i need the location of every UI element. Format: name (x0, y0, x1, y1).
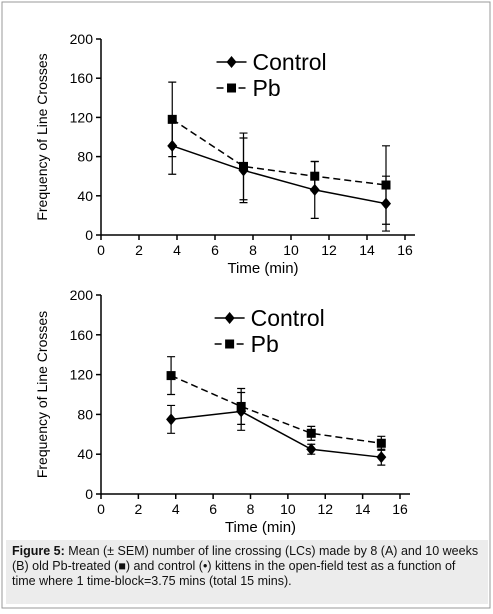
x-tick-label: 8 (247, 501, 255, 517)
x-tick-label: 2 (134, 501, 142, 517)
x-tick-label: 12 (317, 501, 333, 517)
x-tick-label: 16 (392, 501, 408, 517)
y-tick-label: 0 (85, 486, 93, 502)
marker (306, 428, 316, 438)
marker (239, 161, 248, 171)
marker (310, 171, 320, 181)
y-tick-label: 80 (77, 149, 93, 165)
marker (381, 180, 391, 190)
x-tick-label: 6 (209, 501, 217, 517)
y-tick-label: 200 (70, 287, 94, 303)
legend-marker (225, 339, 235, 349)
y-tick-label: 40 (77, 446, 93, 462)
y-tick-label: 160 (70, 70, 94, 86)
x-tick-label: 4 (173, 242, 181, 258)
marker (236, 401, 246, 411)
series-line (170, 410, 382, 458)
x-tick-label: 4 (172, 501, 180, 517)
x-tick-label: 16 (397, 242, 413, 258)
y-tick-label: 80 (77, 406, 93, 422)
y-axis-label: Frequency of Line Crosses (34, 311, 50, 478)
x-axis-label: Time (min) (227, 260, 298, 277)
series-line (172, 145, 387, 205)
marker (167, 114, 177, 124)
legend-label: Pb (253, 75, 281, 101)
y-tick-label: 120 (70, 367, 94, 383)
marker (376, 451, 387, 464)
x-tick-label: 0 (97, 242, 105, 258)
y-tick-label: 0 (85, 227, 93, 243)
caption-text: Mean (± SEM) number of line crossing (LC… (12, 544, 479, 588)
caption: Figure 5: Mean (± SEM) number of line cr… (6, 540, 488, 604)
x-tick-label: 10 (280, 501, 296, 517)
x-tick-label: 14 (355, 501, 371, 517)
legend-label: Pb (251, 331, 279, 357)
legend-marker (224, 312, 235, 324)
marker (166, 371, 176, 381)
marker (166, 413, 177, 426)
y-axis-label: Frequency of Line Crosses (34, 53, 50, 220)
legend-label: Control (251, 305, 325, 331)
legend-label: Control (253, 49, 327, 75)
x-axis-label: Time (min) (225, 519, 296, 536)
x-tick-label: 10 (283, 242, 299, 258)
marker (376, 438, 386, 448)
x-tick-label: 14 (359, 242, 375, 258)
series-line (171, 118, 387, 186)
x-tick-label: 8 (249, 242, 257, 258)
x-tick-label: 6 (211, 242, 219, 258)
x-tick-label: 2 (135, 242, 143, 258)
marker (306, 443, 317, 456)
y-tick-label: 40 (77, 188, 93, 204)
y-tick-label: 160 (70, 327, 94, 343)
legend-marker (227, 83, 237, 93)
legend-marker (226, 56, 237, 68)
series-line (170, 374, 382, 444)
y-tick-label: 200 (70, 31, 94, 47)
caption-label: Figure 5: (12, 544, 65, 558)
x-tick-label: 0 (97, 501, 105, 517)
y-tick-label: 120 (70, 109, 94, 125)
x-tick-label: 12 (321, 242, 337, 258)
